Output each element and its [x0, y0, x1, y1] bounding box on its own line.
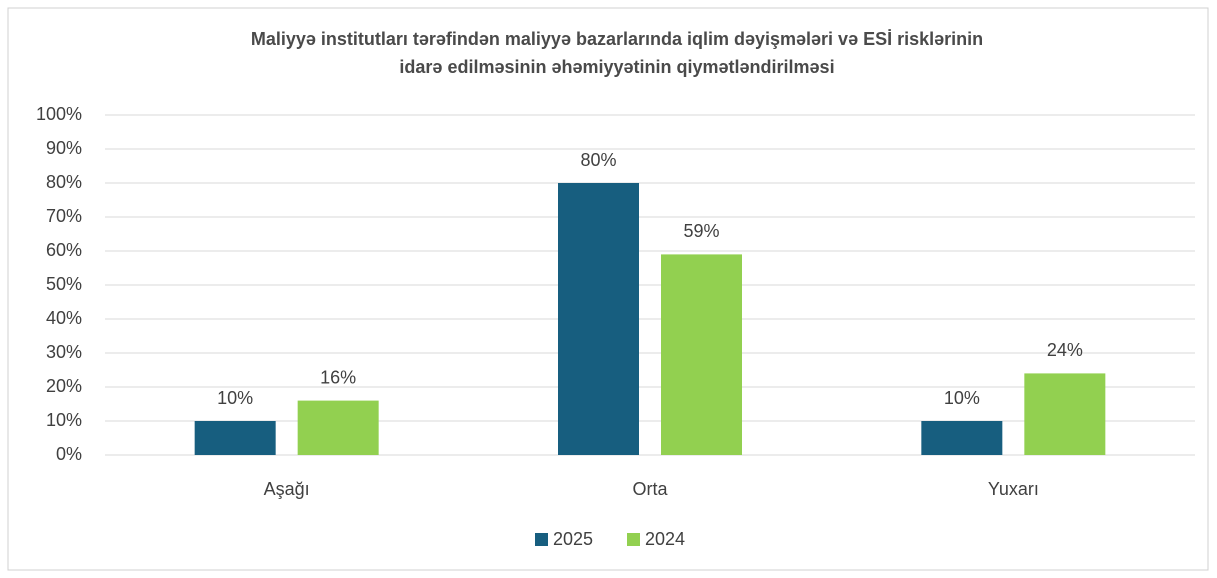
- chart-title: idarə edilməsinin əhəmiyyətinin qiymətlə…: [399, 57, 834, 77]
- y-tick-label: 90%: [46, 138, 82, 158]
- legend-swatch: [535, 533, 548, 546]
- legend-label: 2025: [553, 529, 593, 549]
- bar: [558, 183, 639, 455]
- y-tick-label: 30%: [46, 342, 82, 362]
- y-tick-label: 100%: [36, 104, 82, 124]
- y-tick-label: 20%: [46, 376, 82, 396]
- bar: [921, 421, 1003, 455]
- data-label: 59%: [683, 221, 719, 241]
- y-tick-label: 60%: [46, 240, 82, 260]
- legend-label: 2024: [645, 529, 685, 549]
- x-tick-label: Yuxarı: [988, 479, 1039, 499]
- y-tick-label: 80%: [46, 172, 82, 192]
- data-label: 24%: [1047, 340, 1083, 360]
- data-label: 10%: [217, 388, 253, 408]
- bar: [1024, 373, 1106, 455]
- data-label: 80%: [580, 150, 616, 170]
- y-tick-label: 40%: [46, 308, 82, 328]
- bar: [297, 400, 379, 455]
- y-tick-label: 50%: [46, 274, 82, 294]
- legend-swatch: [627, 533, 640, 546]
- x-tick-label: Orta: [632, 479, 668, 499]
- x-tick-label: Aşağı: [264, 479, 310, 499]
- data-label: 10%: [944, 388, 980, 408]
- bar: [194, 421, 276, 455]
- chart-title: Maliyyə institutları tərəfindən maliyyə …: [251, 29, 983, 49]
- y-tick-label: 0%: [56, 444, 82, 464]
- bar: [661, 254, 742, 455]
- data-label: 16%: [320, 367, 356, 387]
- y-tick-label: 70%: [46, 206, 82, 226]
- y-tick-label: 10%: [46, 410, 82, 430]
